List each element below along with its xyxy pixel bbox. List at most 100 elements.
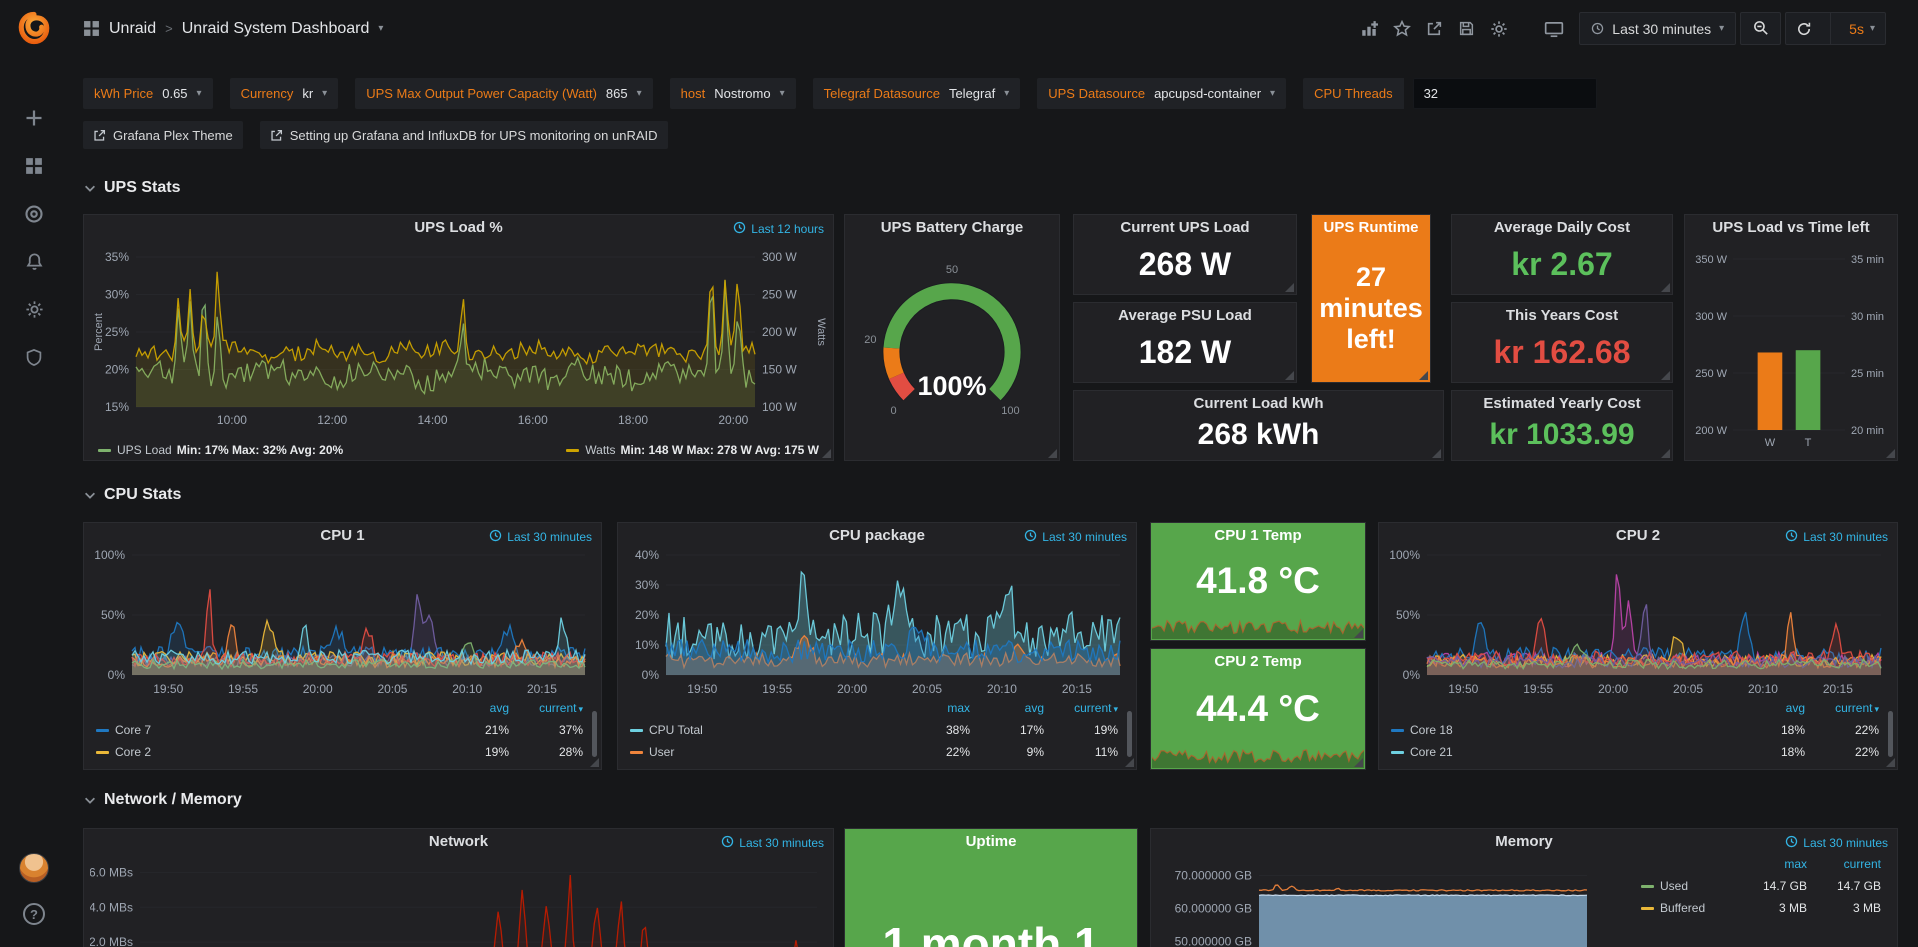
variable-value[interactable]: 865 — [605, 86, 628, 101]
panel-resize-handle[interactable] — [1419, 371, 1428, 380]
panel-resize-handle[interactable] — [1285, 371, 1294, 380]
legend-sort-current[interactable]: current ▾ — [539, 701, 583, 715]
sidebar-item-help[interactable]: ? — [0, 891, 68, 937]
variable-host[interactable]: host Nostromo ▾ — [669, 78, 796, 109]
panel-resize-handle[interactable] — [1285, 283, 1294, 292]
panel-timerange[interactable]: Last 30 minutes — [1024, 529, 1127, 545]
network-chart[interactable]: 2.0 MBs 4.0 MBs 6.0 MBs — [89, 855, 827, 947]
memory-chart[interactable]: 50.000000 GB 60.000000 GB 70.000000 GB — [1157, 855, 1593, 947]
variable-value[interactable]: kr — [302, 86, 314, 101]
legend-sort-current[interactable]: current — [1843, 857, 1881, 871]
dashboard-link-ups-guide[interactable]: Setting up Grafana and InfluxDB for UPS … — [259, 121, 668, 149]
legend-sort-max[interactable]: max — [1784, 857, 1807, 871]
save-button[interactable] — [1458, 20, 1475, 37]
sidebar-item-alerting[interactable] — [0, 240, 68, 288]
cpu2-chart[interactable]: 0% 50% 100% 19:50 19:55 20:00 20:05 20:10 20:15 — [1385, 548, 1891, 699]
panel-title[interactable]: This Years Cost — [1505, 307, 1619, 324]
refresh-interval-picker[interactable]: 5s ▾ — [1839, 13, 1885, 44]
panel-title[interactable]: Current Load kWh — [1193, 395, 1324, 412]
legend-row[interactable]: Core 2 19% 28% — [96, 741, 583, 763]
legend-sort-avg[interactable]: avg — [489, 701, 509, 715]
panel-title[interactable]: CPU 2 Temp — [1214, 653, 1302, 670]
panel-resize-handle[interactable] — [1661, 371, 1670, 380]
star-button[interactable] — [1393, 19, 1412, 38]
variable-value[interactable]: Telegraf — [948, 86, 996, 101]
legend-scrollbar[interactable] — [1127, 711, 1132, 757]
variable-value[interactable]: 0.65 — [162, 86, 188, 101]
breadcrumb-folder[interactable]: Unraid — [109, 19, 157, 37]
legend-scrollbar[interactable] — [1888, 711, 1893, 757]
panel-resize-handle[interactable] — [1354, 629, 1363, 638]
panel-resize-handle[interactable] — [1125, 758, 1134, 767]
sidebar-item-create[interactable] — [0, 96, 68, 144]
legend-sort-max[interactable]: max — [947, 701, 970, 715]
variable-ups-datasource[interactable]: UPS Datasource apcupsd-container ▾ — [1037, 78, 1287, 109]
zoom-out-button[interactable] — [1740, 12, 1782, 45]
panel-timerange[interactable]: Last 30 minutes — [1785, 835, 1888, 851]
section-ups-stats[interactable]: UPS Stats — [83, 177, 1898, 199]
panel-title[interactable]: UPS Load % — [414, 219, 503, 236]
cpu1-chart[interactable]: 0% 50% 100% 19:50 19:55 20:00 20:05 20:10 20:15 — [90, 548, 595, 699]
section-cpu-stats[interactable]: CPU Stats — [83, 484, 1898, 506]
panel-title[interactable]: Estimated Yearly Cost — [1483, 395, 1641, 412]
add-panel-button[interactable] — [1360, 20, 1379, 38]
panel-resize-handle[interactable] — [1432, 449, 1441, 458]
breadcrumb-dashboard[interactable]: Unraid System Dashboard — [181, 19, 370, 37]
legend-sort-current[interactable]: current ▾ — [1835, 701, 1879, 715]
caret-down-icon[interactable]: ▾ — [378, 22, 384, 34]
panel-resize-handle[interactable] — [1661, 283, 1670, 292]
sidebar-item-admin[interactable] — [0, 336, 68, 384]
panel-timerange[interactable]: Last 30 minutes — [489, 529, 592, 545]
panel-resize-handle[interactable] — [1886, 758, 1895, 767]
grafana-logo[interactable] — [0, 0, 68, 56]
variable-telegraf-datasource[interactable]: Telegraf Datasource Telegraf ▾ — [812, 78, 1021, 109]
panel-title[interactable]: Average PSU Load — [1118, 307, 1252, 324]
legend-row[interactable]: Buffered 3 MB 3 MB — [1641, 897, 1881, 919]
sidebar-item-dashboards[interactable] — [0, 144, 68, 192]
legend-item-watts[interactable]: Watts Min: 148 W Max: 278 W Avg: 175 W — [566, 443, 819, 457]
legend-row[interactable]: Core 18 18% 22% — [1391, 719, 1879, 741]
panel-title[interactable]: Network — [428, 833, 489, 850]
variable-kwh-price[interactable]: kWh Price 0.65 ▾ — [83, 78, 213, 109]
variable-currency[interactable]: Currency kr ▾ — [229, 78, 339, 109]
panel-title[interactable]: Average Daily Cost — [1493, 219, 1631, 236]
legend-sort-current[interactable]: current ▾ — [1074, 701, 1118, 715]
sidebar-item-configuration[interactable] — [0, 288, 68, 336]
ups-load-chart[interactable]: 15% 20% 25% 30% 35% 100 W 150 W 200 W 250 W 300 W… — [90, 241, 827, 434]
legend-scrollbar[interactable] — [592, 711, 597, 757]
dashboard-link-plex-theme[interactable]: Grafana Plex Theme — [83, 121, 243, 149]
panel-title[interactable]: Memory — [1495, 833, 1553, 850]
panel-title[interactable]: UPS Runtime — [1323, 219, 1419, 236]
panel-title[interactable]: CPU 1 Temp — [1214, 527, 1302, 544]
panel-title[interactable]: CPU 1 — [320, 527, 365, 544]
panel-resize-handle[interactable] — [590, 758, 599, 767]
panel-timerange[interactable]: Last 30 minutes — [1785, 529, 1888, 545]
variable-value[interactable]: Nostromo — [714, 86, 771, 101]
legend-row[interactable]: User 22% 9% 11% — [630, 741, 1118, 763]
ups-load-vs-time-chart[interactable]: 200 W 250 W 300 W 350 W 20 min 25 min 30 min 35… — [1691, 241, 1891, 456]
panel-resize-handle[interactable] — [1886, 449, 1895, 458]
legend-item-ups-load[interactable]: UPS Load Min: 17% Max: 32% Avg: 20% — [98, 443, 343, 457]
panel-title[interactable]: UPS Load vs Time left — [1712, 219, 1870, 236]
section-network-memory[interactable]: Network / Memory — [83, 789, 1898, 811]
time-range-picker[interactable]: Last 30 minutes ▾ — [1579, 12, 1737, 45]
share-button[interactable] — [1426, 20, 1443, 37]
panel-resize-handle[interactable] — [1354, 758, 1363, 767]
tv-kiosk-button[interactable] — [1544, 20, 1564, 38]
sidebar-item-explore[interactable] — [0, 192, 68, 240]
panel-title[interactable]: CPU package — [829, 527, 925, 544]
battery-gauge[interactable]: 0 20 50 100 100% — [851, 241, 1053, 454]
dashboard-settings-button[interactable] — [1490, 20, 1508, 38]
panel-resize-handle[interactable] — [1661, 449, 1670, 458]
panel-resize-handle[interactable] — [1048, 449, 1057, 458]
variable-value[interactable]: apcupsd-container — [1154, 86, 1262, 101]
panel-resize-handle[interactable] — [822, 449, 831, 458]
panel-title[interactable]: UPS Battery Charge — [880, 219, 1024, 236]
cpu-package-chart[interactable]: 0% 10% 20% 30% 40% 19:50 19:55 20:00 20:05 20:10 2… — [624, 548, 1130, 699]
legend-sort-avg[interactable]: avg — [1024, 701, 1044, 715]
panel-title[interactable]: Current UPS Load — [1120, 219, 1250, 236]
cpu-threads-input[interactable] — [1412, 78, 1597, 109]
legend-sort-avg[interactable]: avg — [1785, 701, 1805, 715]
panel-timerange[interactable]: Last 30 minutes — [721, 835, 824, 851]
legend-row[interactable]: Core 7 21% 37% — [96, 719, 583, 741]
